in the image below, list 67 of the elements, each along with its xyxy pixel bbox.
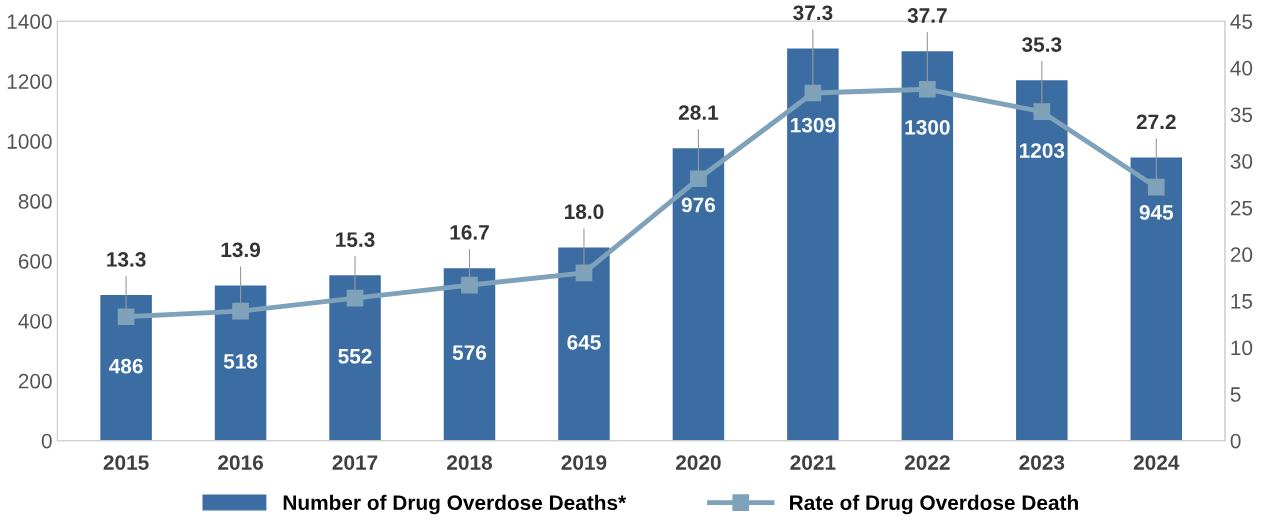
y2-tick-label: 15 — [1231, 294, 1253, 309]
data-label: 1203 — [1019, 143, 1065, 158]
point — [461, 276, 478, 294]
y-tick-label: 600 — [18, 253, 52, 269]
point — [232, 302, 249, 320]
y2-tick-label: 30 — [1230, 154, 1253, 169]
y2-tick-label: 25 — [1230, 200, 1253, 216]
bar — [329, 275, 381, 441]
data-label: 13.9 — [221, 242, 261, 258]
y2-tick-label: 45 — [1230, 14, 1253, 29]
x-tick-label: 2023 — [1019, 455, 1065, 470]
point — [919, 80, 936, 98]
y2-tick-label: 20 — [1230, 247, 1253, 263]
x-tick-label: 2015 — [103, 455, 149, 470]
bar — [558, 247, 610, 441]
data-label: 945 — [1139, 205, 1174, 220]
data-label: 37.3 — [793, 5, 833, 21]
y2-tick-label: 35 — [1230, 107, 1253, 123]
x-tick-label: 2024 — [1133, 455, 1180, 470]
point — [1147, 178, 1165, 196]
data-label: 645 — [567, 334, 601, 350]
data-label: 28.1 — [678, 105, 719, 120]
bar — [901, 51, 954, 441]
y-tick-label: 200 — [18, 373, 52, 389]
point — [1033, 103, 1051, 120]
bar — [672, 148, 725, 441]
data-label: 1300 — [905, 119, 950, 135]
legend-label: Number of Drug Overdose Deaths* — [283, 494, 627, 515]
data-label: 35.3 — [1022, 37, 1062, 52]
data-label: 1309 — [791, 117, 836, 133]
x-tick-label: 2019 — [561, 455, 607, 470]
y2-tick-label: 0 — [1230, 433, 1241, 449]
data-label: 486 — [109, 358, 143, 374]
y-tick-label: 1400 — [7, 14, 52, 29]
data-label: 552 — [338, 348, 372, 364]
data-label: 37.7 — [907, 8, 947, 23]
y-tick-label: 1000 — [7, 134, 52, 149]
x-tick-label: 2020 — [675, 455, 721, 470]
data-label: 16.7 — [450, 225, 489, 240]
data-label: 18.0 — [565, 204, 604, 220]
bar — [100, 295, 152, 441]
data-label: 518 — [223, 353, 258, 369]
data-label: 13.3 — [107, 252, 146, 267]
bar — [443, 268, 496, 441]
x-tick-label: 2022 — [904, 455, 950, 470]
bar — [1016, 80, 1068, 441]
data-label: 576 — [452, 345, 487, 361]
legend-label: Rate of Drug Overdose Death — [790, 494, 1078, 515]
y-tick-label: 800 — [18, 194, 52, 209]
bar — [787, 48, 839, 441]
x-tick-label: 2018 — [447, 455, 493, 470]
y-tick-label: 400 — [18, 313, 52, 329]
x-tick-label: 2017 — [332, 455, 378, 470]
y-tick-label: 1200 — [7, 74, 52, 89]
bar — [1130, 157, 1183, 441]
y-tick-label: 0 — [41, 433, 52, 449]
y2-tick-label: 5 — [1230, 387, 1241, 402]
x-tick-label: 2016 — [218, 455, 263, 470]
data-label: 15.3 — [336, 232, 375, 248]
y2-tick-label: 40 — [1230, 60, 1253, 76]
data-label: 27.2 — [1136, 114, 1176, 130]
y2-tick-label: 10 — [1231, 340, 1253, 356]
data-label: 976 — [681, 197, 716, 213]
point — [117, 308, 135, 326]
x-tick-label: 2021 — [790, 455, 836, 470]
bar — [214, 285, 267, 441]
point — [690, 170, 707, 188]
